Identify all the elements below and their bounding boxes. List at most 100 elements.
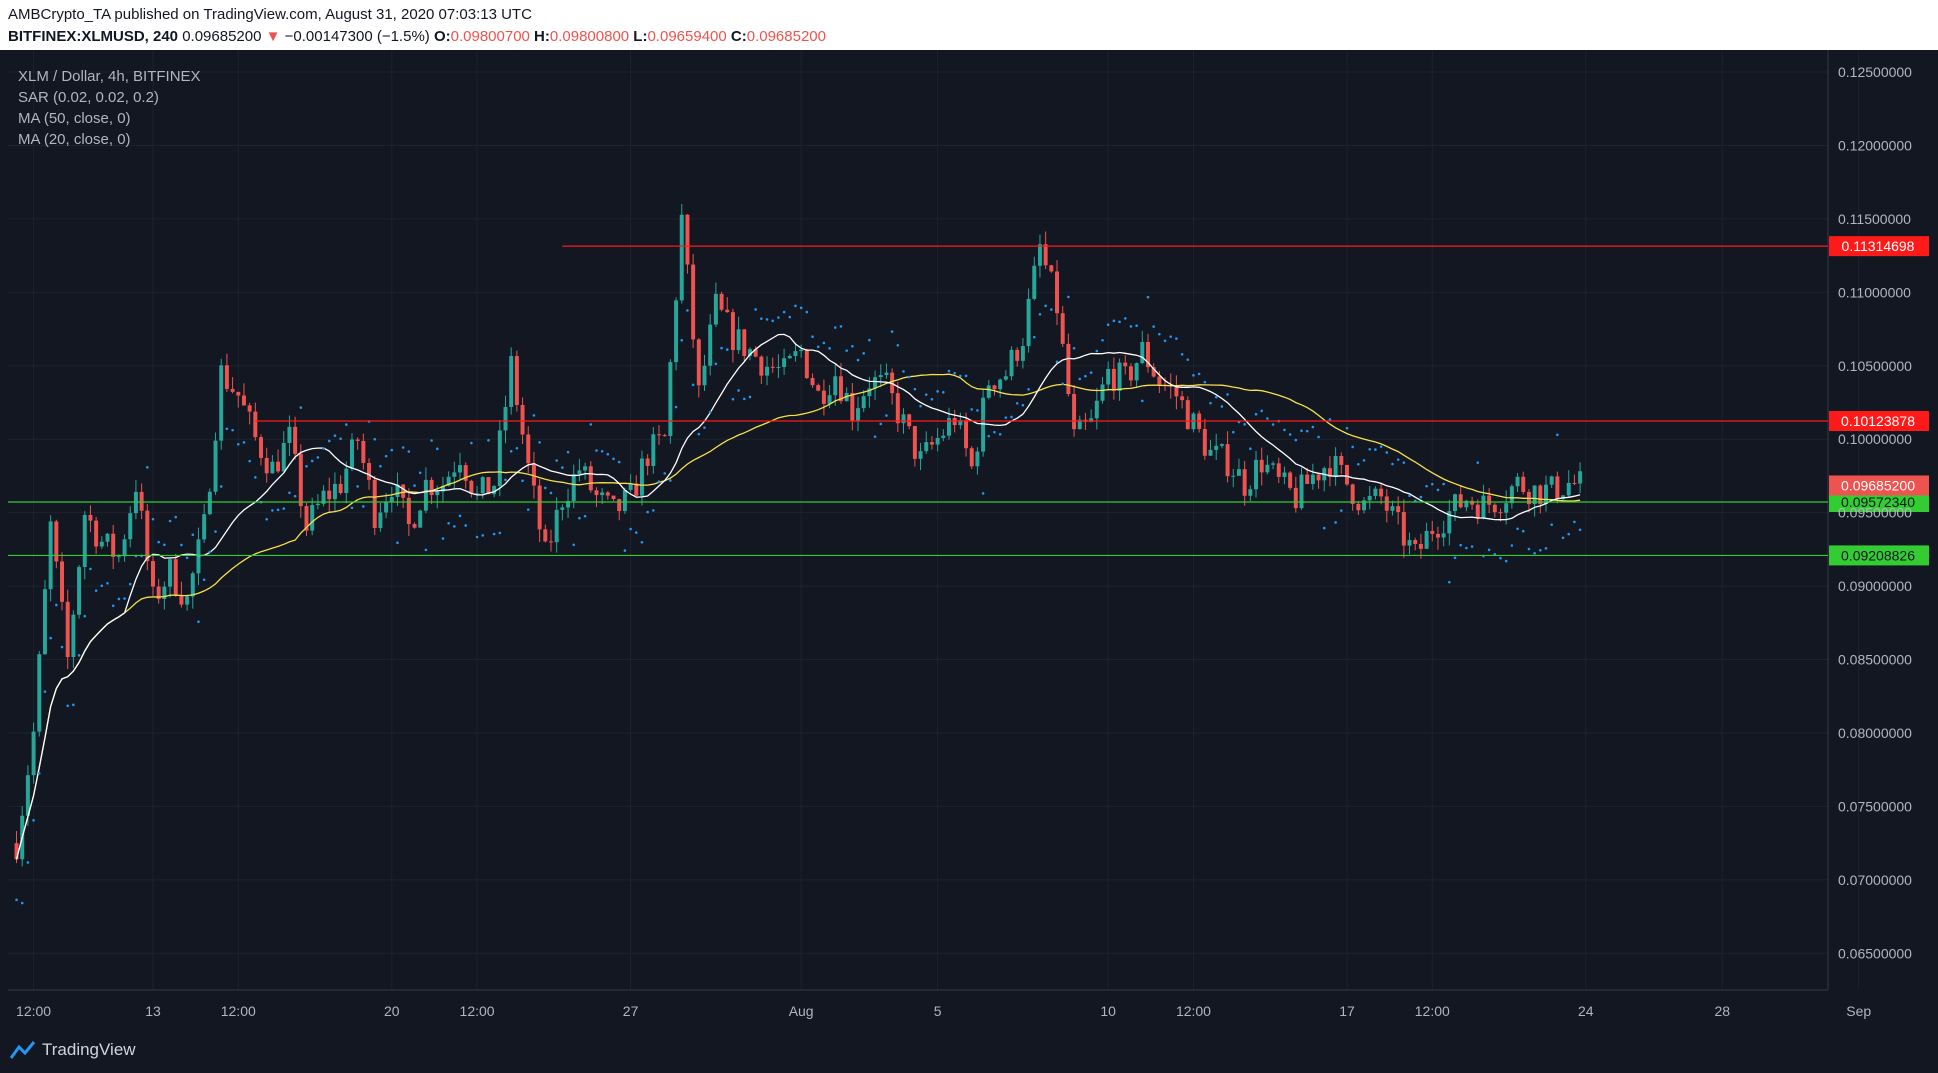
candle-body xyxy=(1566,482,1571,496)
legend-ma50[interactable]: MA (50, close, 0) xyxy=(18,110,131,127)
sar-dot xyxy=(407,450,411,453)
sar-dot xyxy=(1089,371,1093,374)
legend-title[interactable]: XLM / Dollar, 4h, BITFINEX xyxy=(18,68,201,85)
sar-dot xyxy=(600,449,604,453)
sar-dot xyxy=(589,423,593,426)
price-tick-label: 0.07000000 xyxy=(1838,872,1912,888)
sar-dot xyxy=(1345,426,1349,430)
sar-dot xyxy=(49,636,52,640)
candle-body xyxy=(958,420,963,426)
sar-dot xyxy=(532,414,536,417)
sar-dot xyxy=(1453,556,1457,560)
sar-dot xyxy=(924,393,928,396)
candle-body xyxy=(1470,500,1475,505)
candle-body xyxy=(37,654,42,732)
candle-body xyxy=(941,435,946,438)
candle-body xyxy=(406,497,411,525)
time-tick-label: Aug xyxy=(789,1003,814,1019)
candle-body xyxy=(230,388,235,392)
candle-body xyxy=(1504,503,1509,513)
low-value: 0.09659400 xyxy=(647,28,727,45)
sar-dot xyxy=(998,432,1002,436)
candle-body xyxy=(423,479,428,511)
sar-dot xyxy=(379,464,382,468)
sar-dot xyxy=(833,326,837,329)
sar-dot xyxy=(504,478,507,482)
candle-body xyxy=(1515,476,1520,487)
level-label: 0.10123878 xyxy=(1841,413,1915,429)
candle-body xyxy=(657,434,662,436)
sar-dot xyxy=(1180,353,1184,356)
candle-body xyxy=(270,461,275,474)
sar-dot xyxy=(60,645,64,649)
sar-dot xyxy=(788,315,792,319)
time-tick-label: 12:00 xyxy=(1415,1003,1450,1019)
sar-dot xyxy=(1334,521,1337,524)
candle-body xyxy=(1003,376,1008,380)
candle-body xyxy=(639,458,644,496)
sar-dot xyxy=(919,404,922,408)
candle-body xyxy=(190,573,195,597)
candle-body xyxy=(821,390,826,404)
sar-dot xyxy=(1095,349,1099,353)
sar-dot xyxy=(561,466,564,469)
candle-body xyxy=(1487,495,1492,505)
sar-dot xyxy=(964,374,968,378)
candle-body xyxy=(645,458,650,466)
sar-dot xyxy=(475,535,479,539)
sar-dot xyxy=(43,690,47,693)
candle-body xyxy=(918,451,923,459)
sar-dot xyxy=(1374,448,1377,451)
sar-dot xyxy=(879,422,883,426)
sar-dot xyxy=(1243,423,1246,426)
candle-body xyxy=(1185,400,1190,430)
sar-dot xyxy=(1249,447,1252,451)
sar-dot xyxy=(714,362,718,366)
sar-dot xyxy=(157,540,160,544)
symbol-quote-line: BITFINEX:XLMUSD, 240 0.09685200 ▼ −0.001… xyxy=(8,28,826,45)
sar-dot xyxy=(697,432,701,436)
candle-body xyxy=(1145,342,1150,368)
candle-body xyxy=(566,500,571,508)
candle-body xyxy=(742,329,747,356)
sar-dot xyxy=(1169,335,1173,338)
sar-dot xyxy=(544,486,547,490)
candle-body xyxy=(1094,400,1099,419)
candle-body xyxy=(1202,428,1207,456)
candle-body xyxy=(162,586,167,600)
sar-dot xyxy=(913,387,917,391)
tradingview-logo[interactable]: TradingView xyxy=(10,1040,136,1060)
sar-dot xyxy=(976,409,979,412)
sar-dot xyxy=(902,370,905,373)
candle-body xyxy=(861,396,866,409)
sar-dot xyxy=(1539,548,1542,552)
candle-body xyxy=(782,358,787,368)
sar-dot xyxy=(765,318,769,321)
candle-body xyxy=(668,362,673,437)
sar-dot xyxy=(498,531,502,535)
candle-body xyxy=(804,349,809,378)
candle-body xyxy=(1418,543,1423,549)
legend-sar[interactable]: SAR (0.02, 0.02, 0.2) xyxy=(18,89,159,106)
candle-body xyxy=(1140,342,1145,364)
candle-body xyxy=(548,541,553,543)
sar-dot xyxy=(1430,482,1434,486)
candle-body xyxy=(992,385,997,390)
candle-body xyxy=(696,339,701,386)
candle-body xyxy=(1128,366,1133,381)
sar-dot xyxy=(1197,372,1201,376)
candle-body xyxy=(1401,512,1406,546)
sar-dot xyxy=(1391,462,1394,466)
sar-dot xyxy=(1516,527,1519,531)
sar-dot xyxy=(219,485,223,488)
sar-dot xyxy=(1300,429,1303,433)
candle-body xyxy=(1236,469,1241,476)
candle-body xyxy=(946,417,951,436)
price-chart[interactable]: 0.11314698 0.10123878 0.09572340 0.09208826… xyxy=(0,50,1938,1030)
candle-body xyxy=(497,430,502,487)
candle-body xyxy=(1123,362,1128,367)
candle-body xyxy=(1549,476,1554,485)
candle-body xyxy=(1492,504,1497,513)
sar-dot xyxy=(111,604,115,608)
legend-ma20[interactable]: MA (20, close, 0) xyxy=(18,131,131,148)
